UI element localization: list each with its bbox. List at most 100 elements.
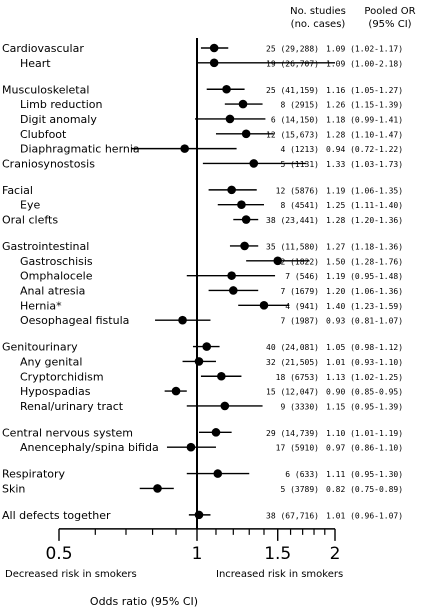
row-label-hernia: Hernia* bbox=[20, 299, 62, 312]
or-ci-respiratory: 1.11 (0.95-1.30) bbox=[326, 470, 403, 479]
row-label-hypospadias: Hypospadias bbox=[20, 385, 91, 398]
or-ci-gastrointestinal: 1.27 (1.18-1.36) bbox=[326, 242, 403, 251]
row-label-eye: Eye bbox=[20, 199, 40, 212]
or-ci-genitourinary: 1.05 (0.98-1.12) bbox=[326, 343, 403, 352]
x-axis-title: Odds ratio (95% CI) bbox=[90, 595, 198, 608]
pooled-or-header: Pooled OR bbox=[364, 6, 416, 17]
row-label-musculoskeletal: Musculoskeletal bbox=[2, 83, 89, 96]
or-point-eye bbox=[237, 200, 246, 210]
summary-renal-urinary-tract: 9 (3330) bbox=[280, 402, 319, 411]
or-ci-omphalocele: 1.19 (0.95-1.48) bbox=[326, 272, 403, 281]
or-point-oesophageal-fistula bbox=[178, 315, 187, 325]
row-label-digit-anomaly: Digit anomaly bbox=[20, 113, 97, 126]
or-ci-heart: 1.09 (1.00-2.18) bbox=[326, 59, 403, 68]
or-point-central-nervous-system bbox=[211, 428, 221, 437]
summary-genitourinary: 40 (24,081) bbox=[266, 343, 319, 352]
summary-eye: 8 (4541) bbox=[280, 201, 319, 210]
or-point-digit-anomaly bbox=[225, 114, 235, 124]
row-label-genitourinary: Genitourinary bbox=[2, 341, 78, 354]
row-label-all-defects-together: All defects together bbox=[2, 509, 111, 522]
or-ci-skin: 0.82 (0.75-0.89) bbox=[326, 485, 403, 494]
row-label-cryptorchidism: Cryptorchidism bbox=[20, 370, 104, 383]
or-point-craniosynostosis bbox=[249, 159, 259, 168]
row-label-craniosynostosis: Craniosynostosis bbox=[2, 157, 95, 170]
or-ci-anencephaly-spina-bifida: 0.97 (0.86-1.10) bbox=[326, 444, 403, 453]
or-point-hernia bbox=[259, 301, 269, 310]
row-label-skin: Skin bbox=[2, 482, 25, 495]
tick-label: 0.5 bbox=[45, 544, 72, 564]
summary-diaphragmatic-hernia: 4 (1213) bbox=[280, 145, 319, 154]
or-ci-craniosynostosis: 1.33 (1.03-1.73) bbox=[326, 160, 403, 169]
or-point-clubfoot bbox=[241, 129, 251, 139]
or-ci-clubfoot: 1.28 (1.10-1.47) bbox=[326, 130, 403, 139]
summary-limb-reduction: 8 (2915) bbox=[280, 101, 319, 110]
summary-hypospadias: 15 (12,047) bbox=[266, 388, 319, 397]
summary-clubfoot: 12 (15,673) bbox=[266, 130, 319, 139]
summary-all-defects-together: 38 (67,716) bbox=[266, 511, 319, 520]
summary-anencephaly-spina-bifida: 17 (5910) bbox=[276, 444, 319, 453]
row-label-cardiovascular: Cardiovascular bbox=[2, 42, 84, 55]
summary-digit-anomaly: 6 (14,150) bbox=[271, 115, 319, 124]
row-label-anal-atresia: Anal atresia bbox=[20, 284, 85, 297]
or-ci-musculoskeletal: 1.16 (1.05-1.27) bbox=[326, 86, 403, 95]
row-label-oral-clefts: Oral clefts bbox=[2, 214, 58, 227]
summary-gastroschisis: 12 (1822) bbox=[276, 257, 319, 266]
summary-cardiovascular: 25 (29,288) bbox=[266, 45, 319, 54]
row-label-gastroschisis: Gastroschisis bbox=[20, 255, 93, 268]
summary-hernia: 4 (941) bbox=[285, 302, 319, 311]
tick-label: 1 bbox=[192, 544, 203, 564]
or-ci-oesophageal-fistula: 0.93 (0.81-1.07) bbox=[326, 317, 403, 326]
or-ci-any-genital: 1.01 (0.93-1.10) bbox=[326, 358, 403, 367]
or-ci-hernia: 1.40 (1.23-1.59) bbox=[326, 302, 403, 311]
summary-central-nervous-system: 29 (14,739) bbox=[266, 429, 319, 438]
or-point-cryptorchidism bbox=[217, 371, 226, 381]
summary-facial: 12 (5876) bbox=[276, 186, 319, 195]
or-ci-cardiovascular: 1.09 (1.02-1.17) bbox=[326, 45, 403, 54]
or-ci-cryptorchidism: 1.13 (1.02-1.25) bbox=[326, 373, 403, 382]
tick-label: 2 bbox=[330, 544, 341, 564]
or-point-gastrointestinal bbox=[240, 241, 249, 251]
row-label-respiratory: Respiratory bbox=[2, 468, 66, 481]
or-point-cardiovascular bbox=[209, 43, 219, 53]
tick-label: 1.5 bbox=[264, 544, 291, 564]
or-point-respiratory bbox=[213, 469, 223, 478]
row-label-gastrointestinal: Gastrointestinal bbox=[2, 240, 89, 253]
or-point-omphalocele bbox=[227, 271, 236, 280]
or-ci-anal-atresia: 1.20 (1.06-1.36) bbox=[326, 287, 403, 296]
summary-any-genital: 32 (21,505) bbox=[266, 358, 319, 367]
right-annotation: Increased risk in smokers bbox=[216, 569, 343, 580]
row-label-anencephaly-spina-bifida: Anencephaly/spina bifida bbox=[20, 441, 159, 454]
or-ci-all-defects-together: 1.01 (0.96-1.07) bbox=[326, 511, 403, 520]
row-label-clubfoot: Clubfoot bbox=[20, 128, 67, 141]
summary-heart: 19 (26,707) bbox=[266, 59, 319, 68]
or-ci-hypospadias: 0.90 (0.85-0.95) bbox=[326, 388, 403, 397]
summary-omphalocele: 7 (546) bbox=[285, 272, 319, 281]
or-point-anal-atresia bbox=[228, 286, 238, 295]
or-point-renal-urinary-tract bbox=[220, 401, 230, 411]
row-label-diaphragmatic-hernia: Diaphragmatic hernia bbox=[20, 143, 140, 156]
or-point-diaphragmatic-hernia bbox=[180, 144, 189, 153]
row-label-limb-reduction: Limb reduction bbox=[20, 98, 103, 111]
or-point-anencephaly-spina-bifida bbox=[186, 442, 196, 452]
or-ci-renal-urinary-tract: 1.15 (0.95-1.39) bbox=[326, 402, 403, 411]
row-label-oesophageal-fistula: Oesophageal fistula bbox=[20, 314, 129, 327]
or-ci-limb-reduction: 1.26 (1.15-1.39) bbox=[326, 101, 403, 110]
or-ci-central-nervous-system: 1.10 (1.01-1.19) bbox=[326, 429, 403, 438]
or-point-all-defects-together bbox=[194, 510, 204, 520]
summary-respiratory: 6 (633) bbox=[285, 470, 319, 479]
summary-cryptorchidism: 18 (6753) bbox=[276, 373, 319, 382]
or-point-facial bbox=[227, 185, 236, 195]
or-point-limb-reduction bbox=[238, 99, 248, 109]
summary-oral-clefts: 38 (23,441) bbox=[266, 216, 319, 225]
or-point-heart bbox=[209, 58, 219, 68]
or-point-hypospadias bbox=[171, 386, 181, 396]
cases-header: (no. cases) bbox=[290, 19, 346, 30]
row-label-facial: Facial bbox=[2, 184, 33, 197]
row-label-omphalocele: Omphalocele bbox=[20, 270, 93, 283]
summary-craniosynostosis: 5 (1131) bbox=[280, 160, 319, 169]
or-ci-oral-clefts: 1.28 (1.20-1.36) bbox=[326, 216, 403, 225]
summary-skin: 5 (3789) bbox=[280, 485, 319, 494]
summary-musculoskeletal: 25 (41,159) bbox=[266, 86, 319, 95]
or-ci-gastroschisis: 1.50 (1.28-1.76) bbox=[326, 257, 403, 266]
